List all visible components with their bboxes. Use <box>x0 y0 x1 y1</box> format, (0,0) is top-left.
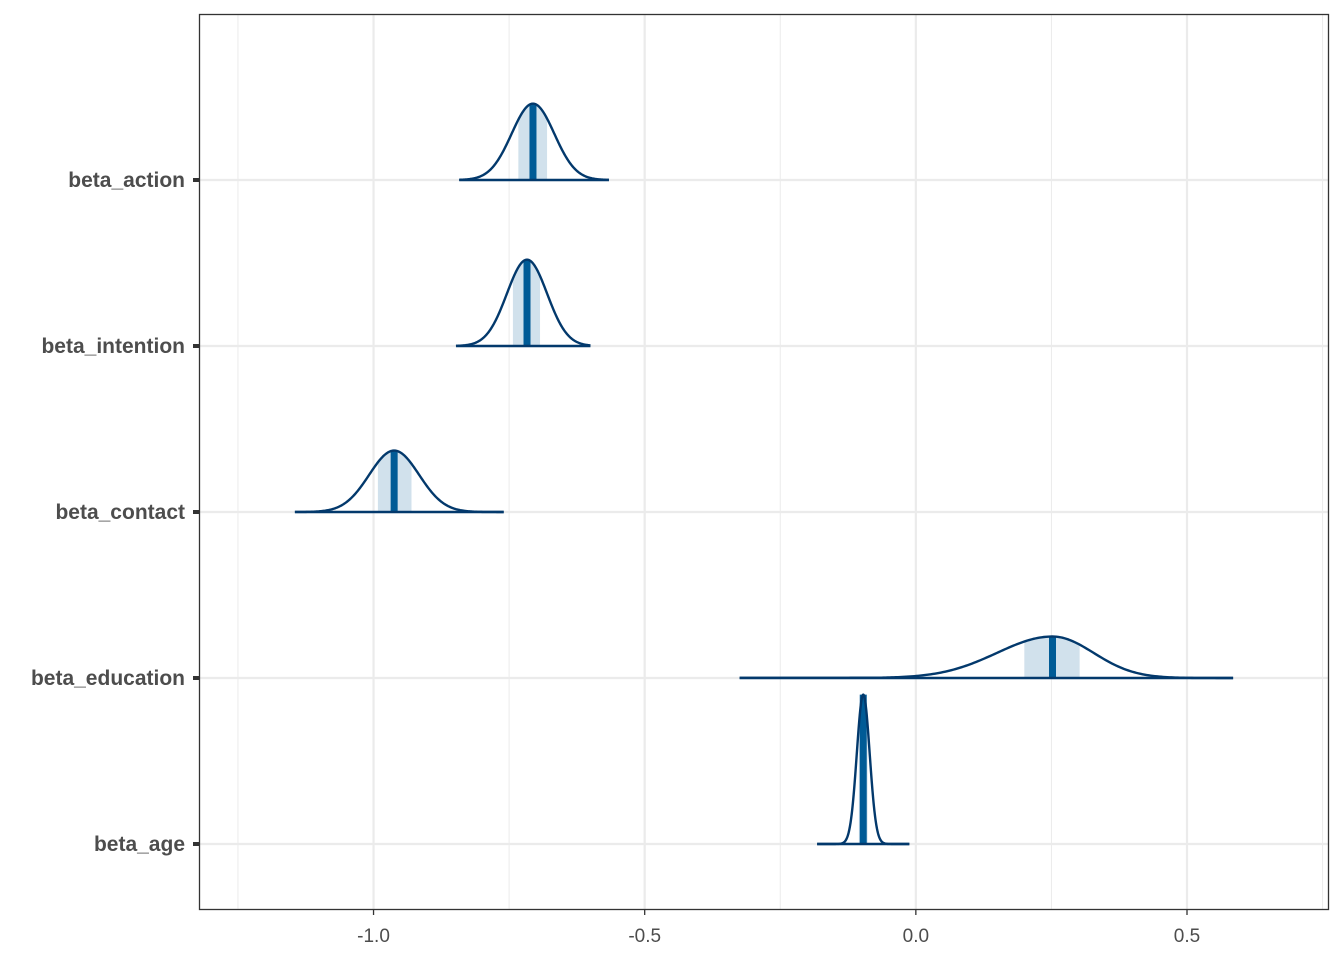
x-axis: -1.0 -0.5 0.0 0.5 <box>357 909 1200 947</box>
density-beta_intention <box>455 258 592 348</box>
density-beta_action <box>458 102 610 182</box>
ytick-label-beta_action: beta_action <box>68 169 185 192</box>
outline-beta_education <box>739 635 1234 680</box>
ytick-label-beta_education: beta_education <box>31 667 185 690</box>
xtick-label: 0.0 <box>903 926 929 947</box>
ytick-label-beta_contact: beta_contact <box>55 501 185 524</box>
outline-beta_action <box>458 102 610 182</box>
xtick-label: 0.5 <box>1174 926 1200 947</box>
xtick-label: -0.5 <box>628 926 661 947</box>
outline-beta_intention <box>455 258 592 348</box>
density-beta_age <box>816 693 911 846</box>
density-beta_contact <box>294 449 505 514</box>
density-ridges <box>294 102 1234 846</box>
panel-border <box>198 13 1330 911</box>
density-beta_education <box>739 635 1234 680</box>
xtick-label: -1.0 <box>357 926 390 947</box>
y-axis: beta_action beta_intention beta_contactbet… <box>31 169 199 856</box>
ytick-label-beta_intention: beta_intention <box>41 335 185 358</box>
grid-lines <box>200 15 1328 909</box>
ytick-label-beta_age: beta_age <box>94 833 185 856</box>
